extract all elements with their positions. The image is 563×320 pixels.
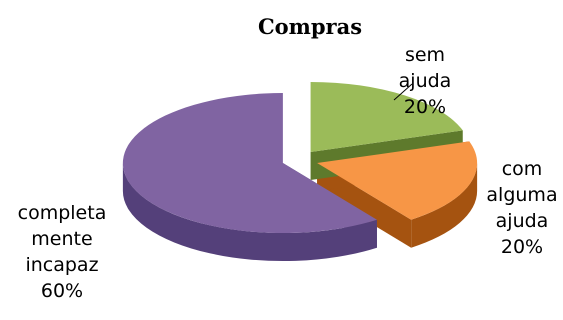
slice-label-sem-ajuda: sem ajuda 20% [385,42,465,120]
slice-label-line: incapaz [25,254,99,276]
slice-label-line: alguma [486,184,558,206]
chart-title: Compras [257,14,363,39]
slice-pct: 20% [500,236,544,258]
slice-label-line: ajuda [398,70,452,92]
pie-slice-side-com-alguma-ajuda [411,163,478,248]
slice-label-line: ajuda [495,210,549,232]
pie-slice-com-alguma-ajuda [317,141,478,220]
slice-label-line: com [501,158,543,180]
slice-label-com-alguma-ajuda: com alguma ajuda 20% [472,156,563,260]
slice-label-line: completa [17,202,107,224]
slice-label-line: sem [404,44,446,66]
pie-slice-completamente-incapaz [122,93,377,234]
slice-pct: 20% [403,96,447,118]
slice-label-line: mente [31,228,93,250]
leader-line [393,83,413,101]
pie-slice-sem-ajuda [310,81,463,152]
pie-slice-side-completamente-incapaz [122,163,377,262]
slice-pct: 60% [40,280,84,302]
slice-label-completamente-incapaz: completa mente incapaz 60% [0,200,124,304]
